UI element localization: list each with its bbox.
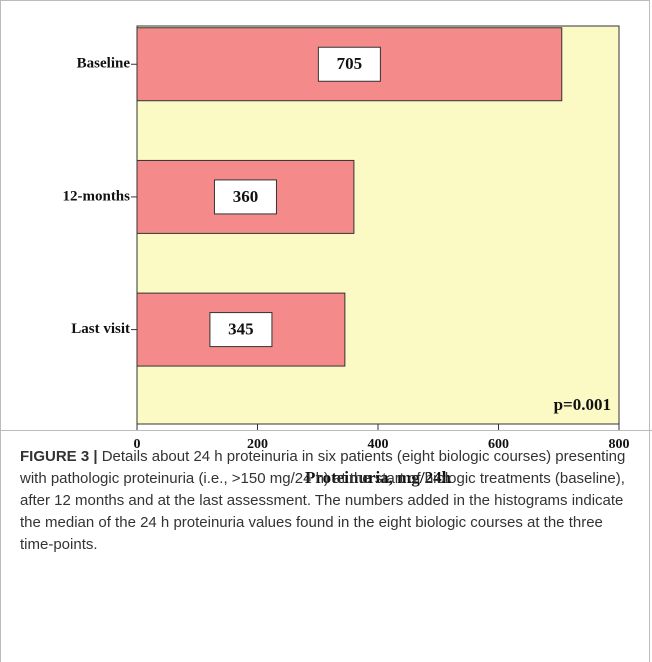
separator bbox=[0, 430, 652, 431]
value-label: 345 bbox=[228, 319, 254, 338]
value-label-box bbox=[209, 312, 273, 348]
x-axis-title: Proteinuria, mg/24h bbox=[305, 468, 452, 487]
value-label-box bbox=[213, 179, 277, 215]
chart: 0 200 400 600 800 705 Baseline 360 12-months 345 L… bbox=[62, 25, 630, 487]
y-tick-label: Last visit bbox=[71, 321, 130, 337]
value-label-box bbox=[317, 46, 381, 82]
x-tick-label: 400 bbox=[368, 437, 389, 452]
caption-label: FIGURE 3 | bbox=[20, 448, 98, 465]
value-label: 705 bbox=[337, 54, 363, 73]
annotation: p=0.001 bbox=[554, 395, 611, 414]
x-tick-label: 0 bbox=[134, 437, 141, 452]
value-label: 360 bbox=[233, 187, 259, 206]
x-tick-label: 600 bbox=[488, 437, 509, 452]
caption: FIGURE 3 | Details about 24 h proteinuri… bbox=[20, 446, 638, 556]
x-tick-label: 200 bbox=[247, 437, 268, 452]
caption-text: Details about 24 h proteinuria in six pa… bbox=[20, 448, 626, 553]
y-tick-label: 12-months bbox=[62, 188, 130, 204]
x-tick-label: 800 bbox=[609, 437, 630, 452]
y-tick-label: Baseline bbox=[77, 56, 131, 72]
